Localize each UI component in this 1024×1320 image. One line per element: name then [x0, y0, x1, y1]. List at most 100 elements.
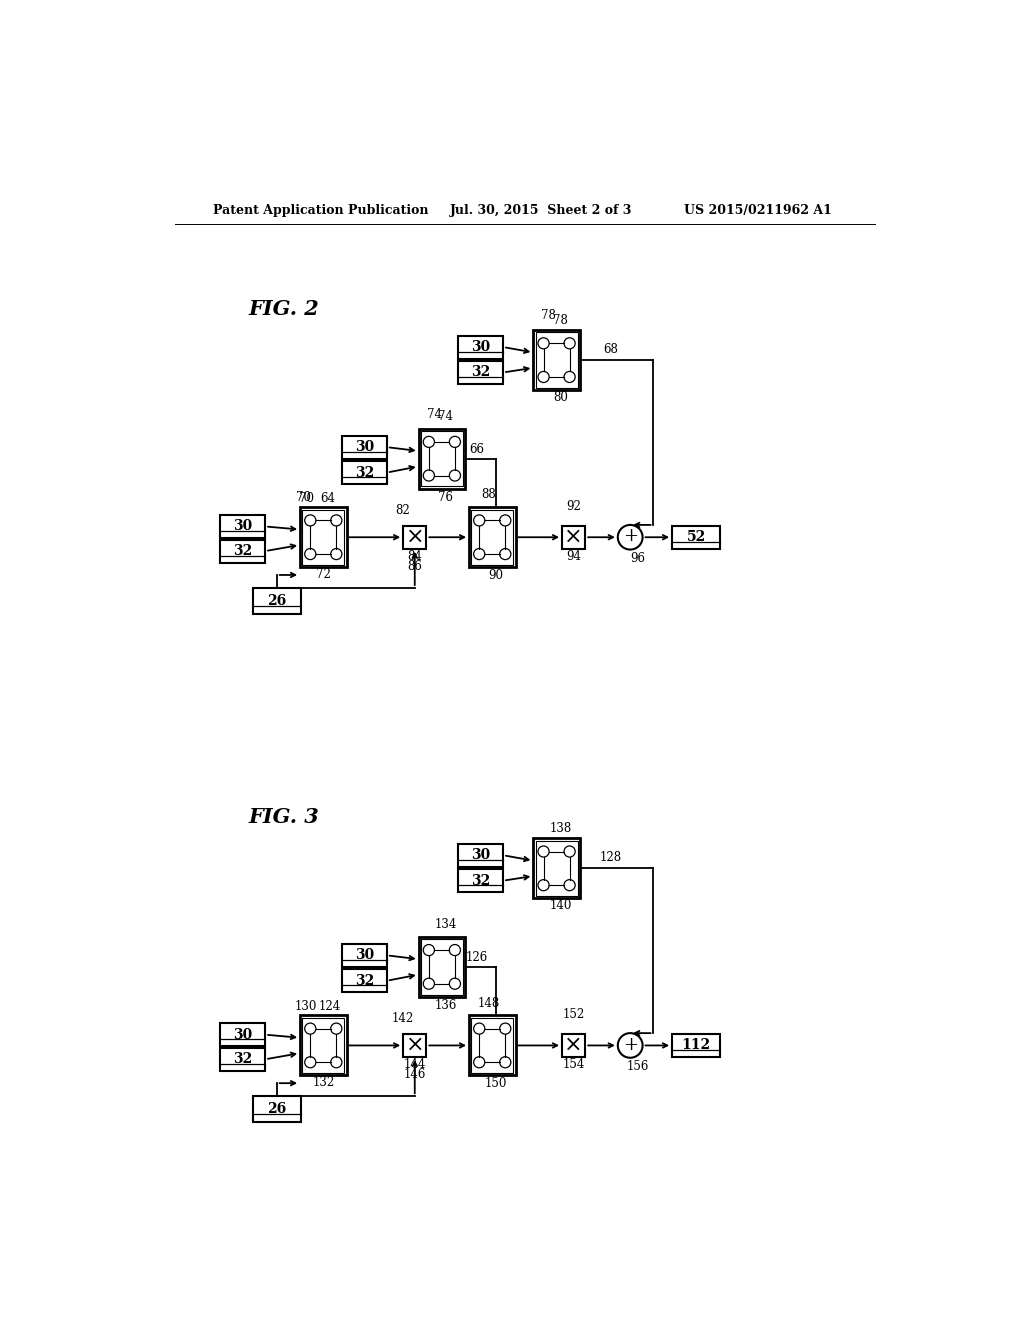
Bar [562, 525, 586, 549]
Text: 30: 30 [471, 341, 490, 354]
Text: FIG. 2: FIG. 2 [248, 298, 318, 318]
Text: 32: 32 [354, 466, 374, 479]
Text: 78: 78 [553, 314, 568, 326]
Circle shape [305, 1023, 315, 1034]
Text: +: + [623, 1036, 638, 1053]
Circle shape [538, 846, 549, 857]
Circle shape [474, 1023, 484, 1034]
Circle shape [617, 525, 643, 549]
Text: 72: 72 [315, 568, 331, 581]
Circle shape [331, 1023, 342, 1034]
Circle shape [450, 945, 461, 956]
Text: 124: 124 [318, 1001, 341, 1014]
Bar [302, 510, 344, 565]
Bar [536, 841, 578, 896]
Text: 30: 30 [354, 948, 374, 962]
Bar [672, 1034, 720, 1057]
Bar [471, 1018, 513, 1073]
Text: 112: 112 [682, 1039, 711, 1052]
Text: 152: 152 [562, 1008, 585, 1022]
Text: 134: 134 [434, 917, 457, 931]
Text: 84: 84 [408, 550, 422, 564]
Circle shape [500, 1057, 511, 1068]
Circle shape [305, 549, 315, 560]
Bar [469, 1015, 515, 1076]
Circle shape [564, 371, 575, 383]
Circle shape [538, 338, 549, 348]
Bar [403, 525, 426, 549]
Bar [342, 969, 387, 993]
Circle shape [617, 1034, 643, 1057]
Text: Jul. 30, 2015  Sheet 2 of 3: Jul. 30, 2015 Sheet 2 of 3 [450, 205, 632, 218]
Circle shape [500, 1023, 511, 1034]
Bar [220, 540, 265, 562]
Circle shape [538, 879, 549, 891]
Text: 32: 32 [471, 874, 490, 887]
Text: +: + [623, 528, 638, 545]
Text: 52: 52 [686, 531, 706, 544]
Text: 70: 70 [299, 492, 313, 506]
Text: Patent Application Publication: Patent Application Publication [213, 205, 429, 218]
Text: 26: 26 [267, 594, 287, 609]
Circle shape [500, 515, 511, 525]
Circle shape [474, 515, 484, 525]
Text: ×: × [564, 525, 583, 548]
Bar [220, 1023, 265, 1047]
Text: 74: 74 [427, 408, 441, 421]
Circle shape [305, 515, 315, 525]
Text: 74: 74 [438, 409, 454, 422]
Text: 82: 82 [395, 504, 411, 517]
Bar [469, 507, 515, 568]
Text: 92: 92 [566, 500, 581, 513]
Text: 78: 78 [542, 309, 556, 322]
Text: 30: 30 [354, 440, 374, 454]
Text: 30: 30 [471, 849, 490, 862]
Text: 126: 126 [466, 952, 487, 964]
Text: 146: 146 [403, 1068, 426, 1081]
Bar [672, 525, 720, 549]
Text: 80: 80 [553, 391, 568, 404]
Text: 76: 76 [438, 491, 454, 504]
Text: 32: 32 [354, 974, 374, 987]
Circle shape [564, 846, 575, 857]
Circle shape [423, 978, 434, 989]
Text: US 2015/0211962 A1: US 2015/0211962 A1 [684, 205, 833, 218]
Text: 132: 132 [312, 1076, 335, 1089]
Circle shape [564, 338, 575, 348]
Circle shape [500, 549, 511, 560]
Text: 32: 32 [471, 366, 490, 379]
Bar [302, 1018, 344, 1073]
Bar [562, 1034, 586, 1057]
Bar [342, 944, 387, 966]
Text: 64: 64 [321, 492, 336, 506]
Text: 26: 26 [267, 1102, 287, 1117]
Circle shape [423, 437, 434, 447]
Bar [536, 333, 578, 388]
Text: 68: 68 [603, 343, 618, 356]
Text: 150: 150 [485, 1077, 507, 1090]
Bar [458, 869, 503, 892]
Circle shape [538, 371, 549, 383]
Circle shape [331, 1057, 342, 1068]
Bar [421, 940, 463, 995]
Bar [458, 335, 503, 359]
Bar [403, 1034, 426, 1057]
Text: 88: 88 [481, 488, 496, 502]
Text: ×: × [406, 525, 424, 548]
Text: 32: 32 [233, 1052, 252, 1067]
Circle shape [331, 515, 342, 525]
Circle shape [423, 945, 434, 956]
Text: 154: 154 [562, 1059, 585, 1072]
Text: 140: 140 [549, 899, 571, 912]
Text: 30: 30 [233, 1028, 252, 1041]
Bar [534, 330, 580, 391]
Bar [220, 1048, 265, 1071]
Text: 94: 94 [566, 550, 582, 564]
Circle shape [450, 978, 461, 989]
Bar [253, 589, 301, 614]
Circle shape [423, 470, 434, 480]
Text: 86: 86 [408, 560, 422, 573]
Text: 144: 144 [403, 1059, 426, 1072]
Bar [253, 1096, 301, 1122]
Text: 30: 30 [233, 520, 252, 533]
